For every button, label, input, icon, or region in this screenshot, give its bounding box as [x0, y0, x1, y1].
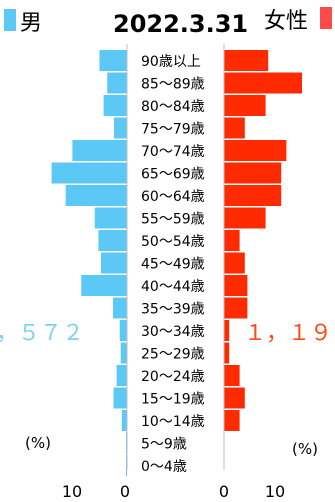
- female-tick-0: 0: [219, 482, 229, 501]
- male-bar: [107, 72, 127, 94]
- male-bar: [125, 455, 127, 476]
- age-label: 90歳以上: [141, 54, 201, 70]
- female-legend-label: 女性: [264, 9, 308, 34]
- male-bar: [81, 275, 127, 296]
- female-bar: [224, 275, 248, 296]
- male-bar: [72, 140, 127, 161]
- age-label: 0～4歳: [141, 459, 187, 475]
- female-bar: [224, 342, 230, 364]
- age-label: 45～49歳: [141, 257, 205, 273]
- age-label: 5～9歳: [141, 437, 187, 453]
- age-label: 30～34歳: [141, 324, 205, 340]
- female-bar: [224, 320, 230, 341]
- age-label: 70～74歳: [141, 144, 205, 160]
- chart-title: 2022.3.31: [113, 10, 248, 38]
- female-bar: [224, 410, 240, 431]
- female-bar: [224, 297, 248, 319]
- age-label: 75～79歳: [141, 122, 205, 138]
- age-label: 10～14歳: [141, 414, 205, 430]
- male-bar: [116, 365, 127, 386]
- male-bar: [113, 387, 127, 409]
- male-bar: [114, 117, 127, 139]
- female-bar: [224, 387, 245, 409]
- female-bar: [224, 162, 282, 184]
- age-label: 40～44歳: [141, 279, 205, 295]
- male-bar: [51, 162, 127, 184]
- female-bar: [224, 207, 266, 229]
- male-bar: [98, 230, 127, 251]
- male-bar: [119, 320, 127, 341]
- female-total: １，１９: [244, 321, 332, 346]
- female-bar: [224, 140, 287, 161]
- age-label: 60～64歳: [141, 189, 205, 205]
- male-bar: [112, 297, 127, 319]
- female-bar: [224, 185, 282, 206]
- male-bar: [125, 432, 127, 454]
- female-bar: [224, 117, 245, 139]
- female-bar: [224, 72, 302, 94]
- male-bar: [103, 95, 127, 116]
- age-label: 55～59歳: [141, 212, 205, 228]
- female-bar: [224, 50, 269, 71]
- female-tick-10: 10: [265, 482, 285, 501]
- male-tick-0: 0: [120, 482, 130, 501]
- female-bar: [224, 230, 240, 251]
- female-bar: [224, 95, 266, 116]
- male-bar: [121, 410, 127, 431]
- age-label: 50～54歳: [141, 234, 205, 250]
- age-label: 85～89歳: [141, 77, 205, 93]
- female-bars: [224, 50, 302, 431]
- age-label: 35～39歳: [141, 302, 205, 318]
- female-bar: [224, 365, 240, 386]
- age-label: 25～29歳: [141, 347, 205, 363]
- age-label: 20～24歳: [141, 369, 205, 385]
- male-bars: [51, 50, 127, 476]
- male-legend-swatch: [4, 9, 16, 31]
- female-unit-label: (%): [292, 440, 318, 458]
- male-bar: [94, 207, 127, 229]
- age-label: 15～19歳: [141, 392, 205, 408]
- male-bar: [120, 342, 127, 364]
- age-labels: 90歳以上 85～89歳 80～84歳 75～79歳 70～74歳 65～69歳 60～64…: [141, 54, 205, 475]
- male-legend-label: 男: [20, 11, 42, 36]
- male-total: ，５７２: [0, 321, 84, 346]
- male-bar: [65, 185, 127, 206]
- age-label: 80～84歳: [141, 99, 205, 115]
- female-bar: [224, 252, 245, 274]
- male-unit-label: (%): [25, 434, 51, 452]
- age-label: 65～69歳: [141, 167, 205, 183]
- male-tick-10: 10: [62, 482, 82, 501]
- male-bar: [101, 252, 127, 274]
- male-bar: [99, 50, 127, 71]
- female-legend-swatch: [320, 7, 332, 29]
